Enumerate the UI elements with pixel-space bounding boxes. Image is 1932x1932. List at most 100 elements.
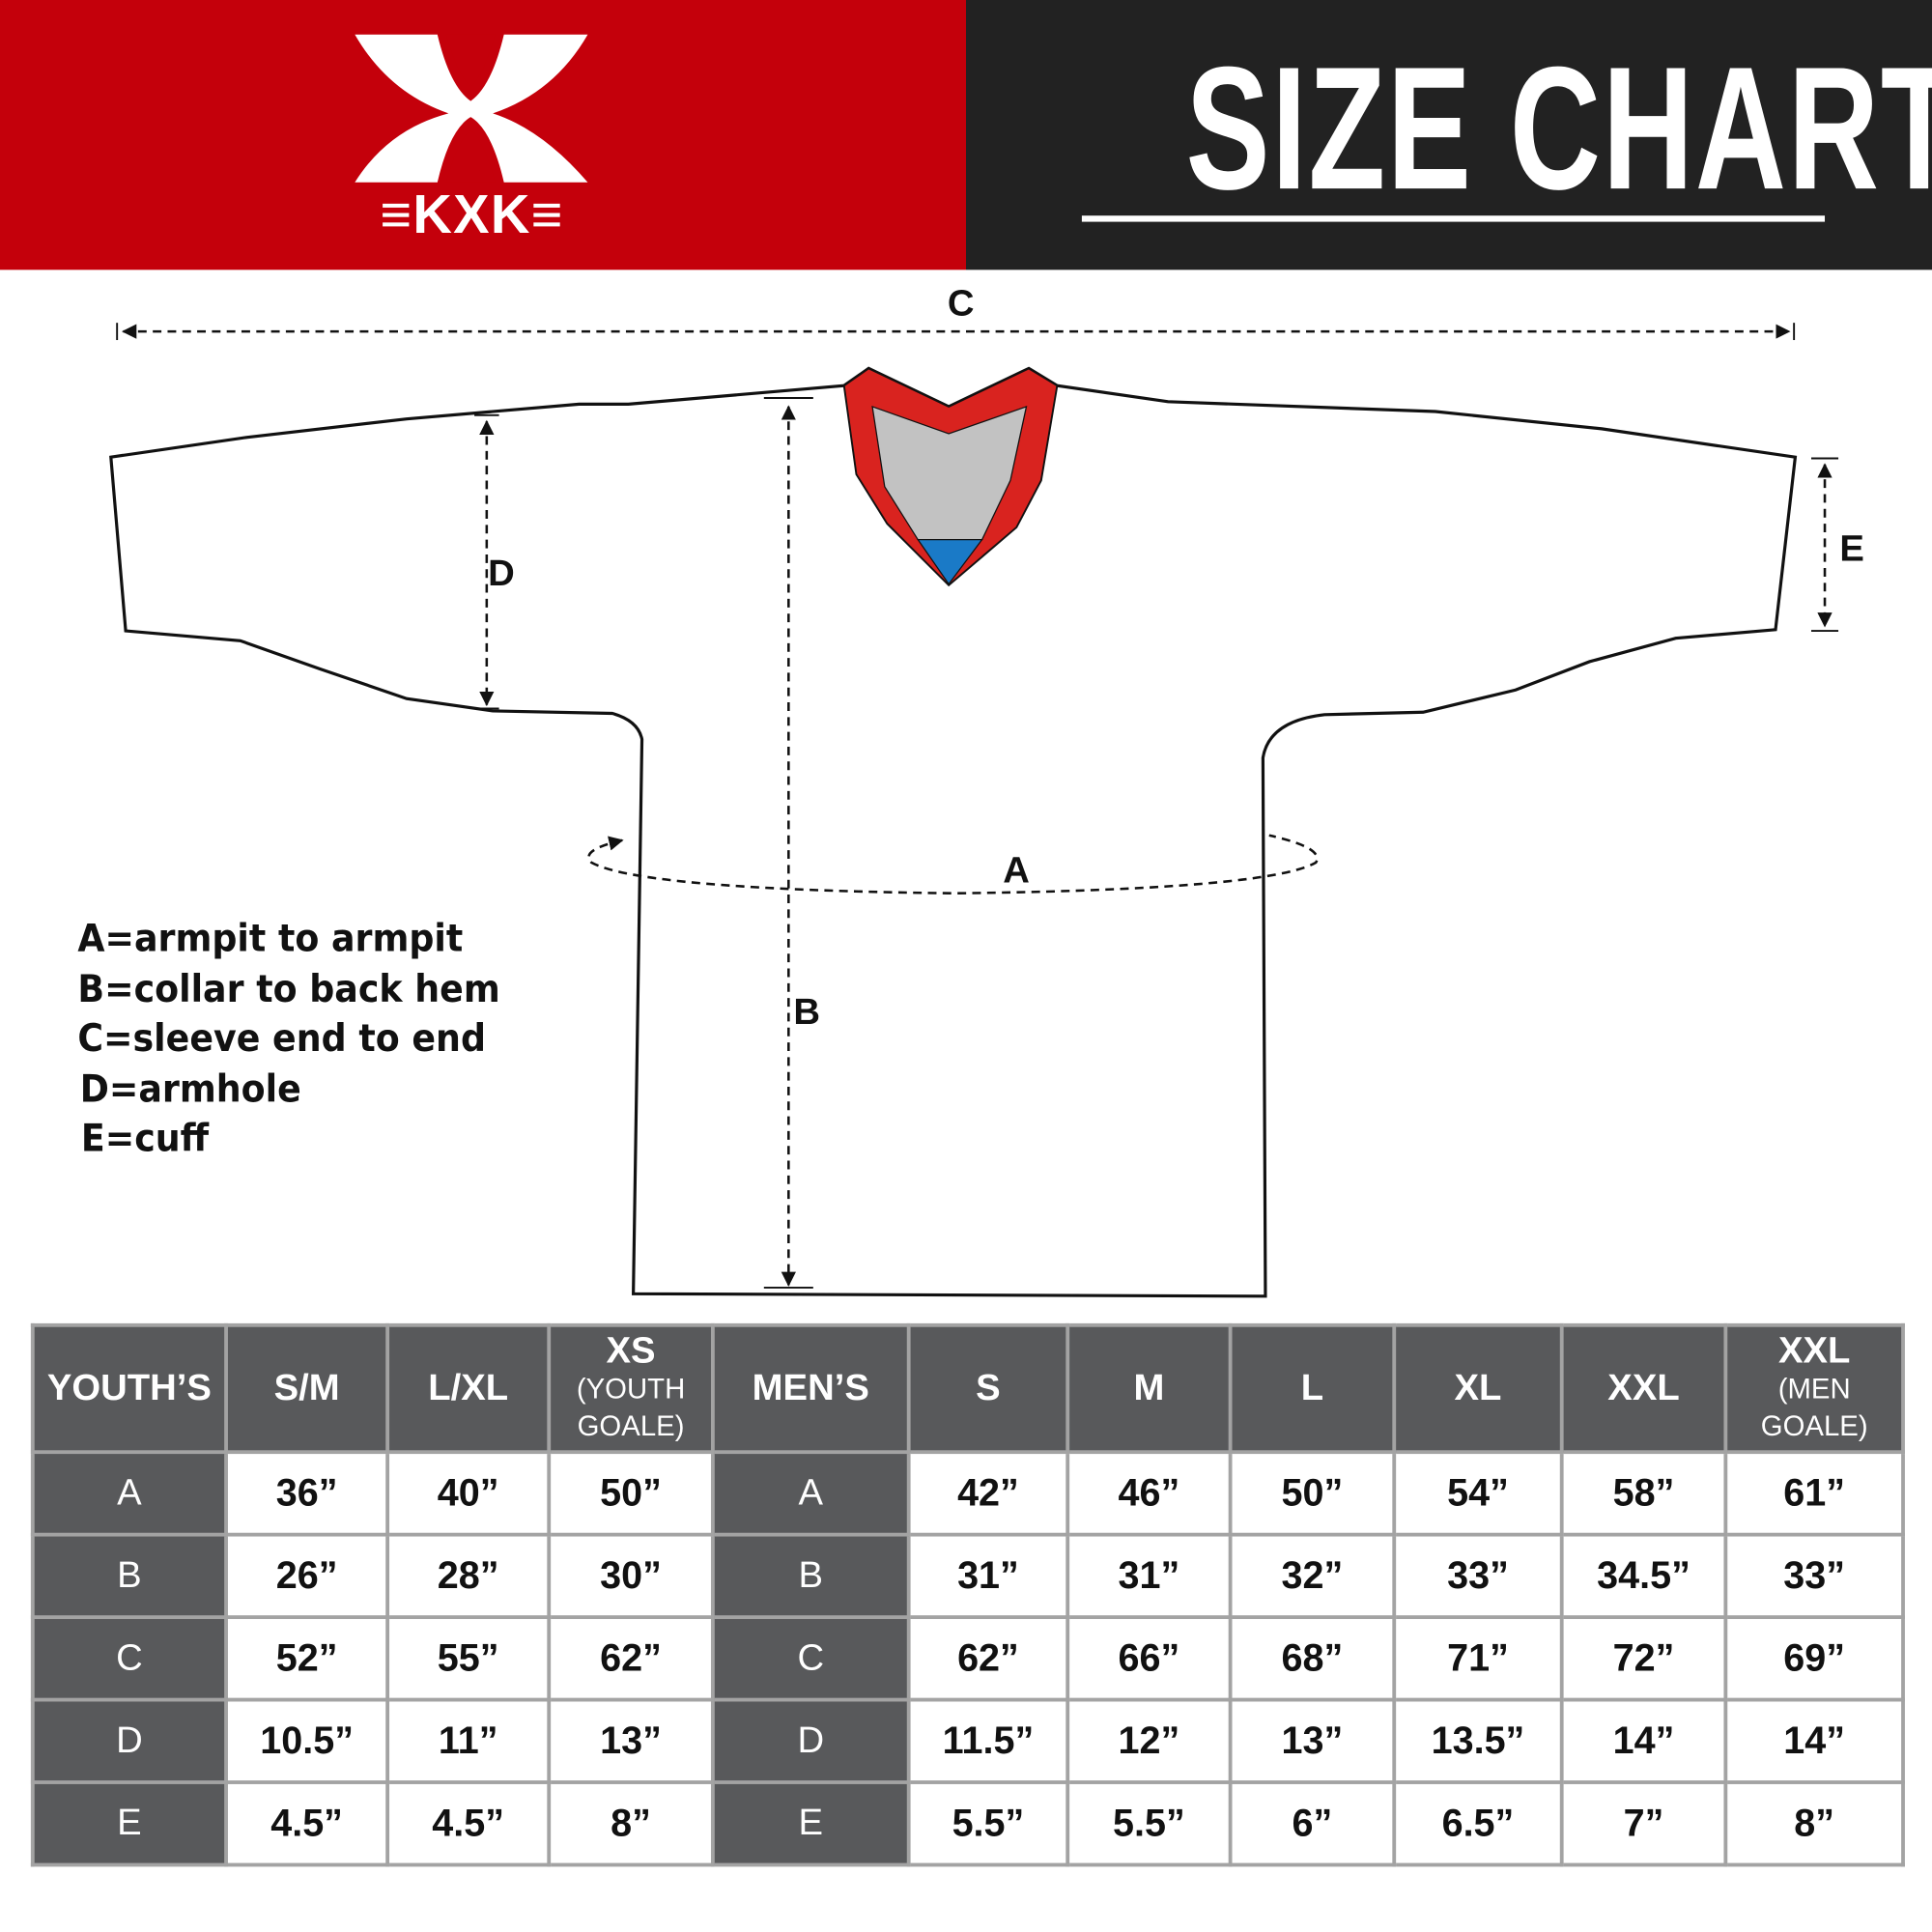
header-label: XL xyxy=(1454,1367,1502,1408)
measurement-cell: 66” xyxy=(1065,1615,1233,1702)
measurement-cell: 62” xyxy=(547,1615,715,1702)
table-row: A 36” 40” 50” A 42” 46” 50” 54” 58” 61” xyxy=(30,1450,1905,1537)
row-label: A xyxy=(710,1450,911,1537)
measurement-cell: 33” xyxy=(1392,1532,1564,1620)
size-header: L/XL xyxy=(385,1322,552,1455)
measurement-cell: 11” xyxy=(385,1697,552,1784)
measurement-cell: 26” xyxy=(224,1532,390,1620)
measurement-cell: 11.5” xyxy=(906,1697,1070,1784)
measurement-cell: 10.5” xyxy=(224,1697,390,1784)
size-header: S xyxy=(906,1322,1070,1455)
row-label: E xyxy=(30,1780,228,1867)
row-label: B xyxy=(30,1532,228,1620)
size-header: XXL xyxy=(1559,1322,1728,1455)
title-underline xyxy=(1081,215,1826,222)
measurement-cell: 8” xyxy=(547,1780,715,1867)
measurement-cell: 14” xyxy=(1723,1697,1905,1784)
header-label: S xyxy=(976,1367,1001,1408)
header-label: M xyxy=(1133,1367,1165,1408)
measurement-cell: 52” xyxy=(224,1615,390,1702)
measurement-cell: 6” xyxy=(1228,1780,1397,1867)
table-row: C 52” 55” 62” C 62” 66” 68” 71” 72” 69” xyxy=(30,1615,1905,1702)
measurement-cell: 4.5” xyxy=(224,1780,390,1867)
table-row: B 26” 28” 30” B 31” 31” 32” 33” 34.5” 33” xyxy=(30,1532,1905,1620)
title-banner xyxy=(965,0,1932,270)
size-header: XXL (MEN GOALE) xyxy=(1723,1322,1905,1455)
label-c: C xyxy=(947,283,975,325)
measurement-cell: 30” xyxy=(547,1532,715,1620)
legend-item: A=armpit to armpit xyxy=(77,916,464,961)
measurement-cell: 36” xyxy=(224,1450,390,1537)
kxk-logo xyxy=(355,34,588,183)
jersey-diagram xyxy=(109,323,1839,1298)
header-sublabel: (YOUTH GOALE) xyxy=(576,1372,686,1442)
label-e: E xyxy=(1839,528,1864,570)
legend-item: E=cuff xyxy=(80,1116,210,1161)
measurement-cell: 6.5” xyxy=(1392,1780,1564,1867)
men-header: MEN’S xyxy=(710,1322,911,1455)
measurement-cell: 46” xyxy=(1065,1450,1233,1537)
row-label: B xyxy=(710,1532,911,1620)
measurement-cell: 12” xyxy=(1065,1697,1233,1784)
brand-banner: ≡KXK≡ xyxy=(0,0,966,270)
header-label: XXL xyxy=(1607,1367,1680,1408)
row-label: A xyxy=(30,1450,228,1537)
row-label: C xyxy=(710,1615,911,1702)
header-label: L/XL xyxy=(428,1367,509,1408)
measurement-cell: 33” xyxy=(1723,1532,1905,1620)
measurement-cell: 55” xyxy=(385,1615,552,1702)
measurement-cell: 4.5” xyxy=(385,1780,552,1867)
measurement-cell: 28” xyxy=(385,1532,552,1620)
measurement-cell: 40” xyxy=(385,1450,552,1537)
header-label: YOUTH’S xyxy=(46,1367,212,1408)
size-header: M xyxy=(1065,1322,1233,1455)
measurement-cell: 31” xyxy=(1065,1532,1233,1620)
measurement-cell: 42” xyxy=(906,1450,1070,1537)
brand-wordmark: ≡KXK≡ xyxy=(380,185,564,245)
measurement-cell: 32” xyxy=(1228,1532,1397,1620)
header-label: XXL xyxy=(1777,1330,1851,1372)
label-d: D xyxy=(488,553,515,594)
row-label: D xyxy=(710,1697,911,1784)
youth-header: YOUTH’S xyxy=(30,1322,228,1455)
measurement-cell: 58” xyxy=(1559,1450,1728,1537)
size-header: S/M xyxy=(224,1322,390,1455)
legend-item: D=armhole xyxy=(79,1065,301,1111)
measurement-cell: 50” xyxy=(1228,1450,1397,1537)
measurement-cell: 13” xyxy=(1228,1697,1397,1784)
size-header: XS (YOUTH GOALE) xyxy=(547,1322,715,1455)
measurement-cell: 72” xyxy=(1559,1615,1728,1702)
measurement-cell: 14” xyxy=(1559,1697,1728,1784)
dimension-a xyxy=(587,834,1319,895)
table-header-row: YOUTH’S S/M L/XL XS (YOUTH GOALE) MEN’S S M L XL X… xyxy=(30,1322,1905,1455)
table-row: D 10.5” 11” 13” D 11.5” 12” 13” 13.5” 14” 14” xyxy=(30,1697,1905,1784)
measurement-cell: 5.5” xyxy=(1065,1780,1233,1867)
measurement-cell: 13” xyxy=(547,1697,715,1784)
collar-inner xyxy=(871,405,1028,541)
measurement-cell: 13.5” xyxy=(1392,1697,1564,1784)
legend-item: C=sleeve end to end xyxy=(77,1016,486,1062)
measurement-cell: 34.5” xyxy=(1559,1532,1728,1620)
measurement-legend: A=armpit to armpit B=collar to back hem … xyxy=(77,914,499,1163)
row-label: E xyxy=(710,1780,911,1867)
header-label: L xyxy=(1300,1367,1324,1408)
measurement-cell: 5.5” xyxy=(906,1780,1070,1867)
measurement-cell: 69” xyxy=(1723,1615,1905,1702)
label-a: A xyxy=(1003,850,1030,892)
header-label: XS xyxy=(606,1330,656,1372)
measurement-cell: 62” xyxy=(906,1615,1070,1702)
header-sublabel: (MEN GOALE) xyxy=(1760,1372,1868,1442)
label-b: B xyxy=(793,991,821,1033)
measurement-cell: 61” xyxy=(1723,1450,1905,1537)
row-label: C xyxy=(30,1615,228,1702)
header-label: MEN’S xyxy=(752,1367,869,1408)
measurement-cell: 71” xyxy=(1392,1615,1564,1702)
header-label: S/M xyxy=(273,1367,340,1408)
measurement-cell: 50” xyxy=(547,1450,715,1537)
legend-item: B=collar to back hem xyxy=(77,966,500,1011)
size-header: XL xyxy=(1392,1322,1564,1455)
size-header: L xyxy=(1228,1322,1397,1455)
measurement-cell: 8” xyxy=(1723,1780,1905,1867)
measurement-cell: 68” xyxy=(1228,1615,1397,1702)
